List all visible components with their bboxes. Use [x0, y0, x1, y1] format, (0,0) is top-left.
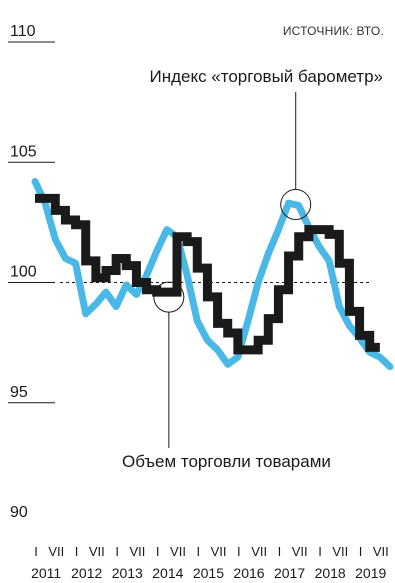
x-tick-year: 2014 — [152, 565, 183, 581]
x-tick-year: 2017 — [274, 565, 305, 581]
annotation-circle-trade-volume — [153, 281, 185, 313]
series-layer — [31, 177, 394, 371]
x-tick-month-I: I — [278, 544, 282, 559]
x-tick-month-I: I — [156, 544, 160, 559]
x-tick-month-I: I — [318, 544, 322, 559]
annotation-label-trade-volume: Объем торговли товарами — [122, 452, 331, 471]
x-tick-month-VII: VII — [170, 544, 186, 559]
y-tick-label: 105 — [10, 143, 37, 160]
x-tick-month-VII: VII — [292, 544, 308, 559]
x-tick-month-VII: VII — [211, 544, 227, 559]
x-tick-year: 2015 — [193, 565, 224, 581]
x-tick-month-VII: VII — [89, 544, 105, 559]
y-tick-label: 100 — [10, 264, 37, 281]
x-tick-month-VII: VII — [373, 544, 389, 559]
x-tick-year: 2019 — [355, 565, 386, 581]
y-tick-label: 95 — [10, 384, 28, 401]
x-tick-month-VII: VII — [251, 544, 267, 559]
x-tick-month-I: I — [115, 544, 119, 559]
x-tick-month-I: I — [34, 544, 38, 559]
y-axis-ticks: 110 105 100 95 90 — [10, 23, 37, 521]
x-tick-month-I: I — [359, 544, 363, 559]
x-tick-year: 2011 — [31, 565, 61, 581]
source-label: ИСТОЧНИК: ВТО. — [283, 24, 384, 38]
annotation-label-barometer: Индекс «торговый барометр» — [149, 67, 383, 86]
x-axis: I VII 2011 I VII 2012 I VII 2013 I VII 2014 I VII 2015… — [31, 544, 389, 581]
x-tick-month-VII: VII — [332, 544, 348, 559]
x-tick-year: 2012 — [71, 565, 102, 581]
x-tick-month-VII: VII — [129, 544, 145, 559]
y-gridlines — [8, 41, 55, 404]
x-tick-month-I: I — [237, 544, 241, 559]
series-line-barometer — [31, 177, 394, 371]
x-tick-year: 2013 — [112, 565, 143, 581]
x-tick-month-I: I — [75, 544, 79, 559]
x-tick-month-I: I — [196, 544, 200, 559]
annotation-layer: Индекс «торговый барометр» Объем торговли… — [122, 67, 383, 471]
y-tick-label: 90 — [10, 504, 28, 521]
series-line-trade-volume — [35, 193, 380, 355]
x-tick-year: 2018 — [315, 565, 346, 581]
x-tick-year: 2016 — [233, 565, 264, 581]
x-tick-month-VII: VII — [48, 544, 64, 559]
y-tick-label: 110 — [10, 23, 36, 40]
